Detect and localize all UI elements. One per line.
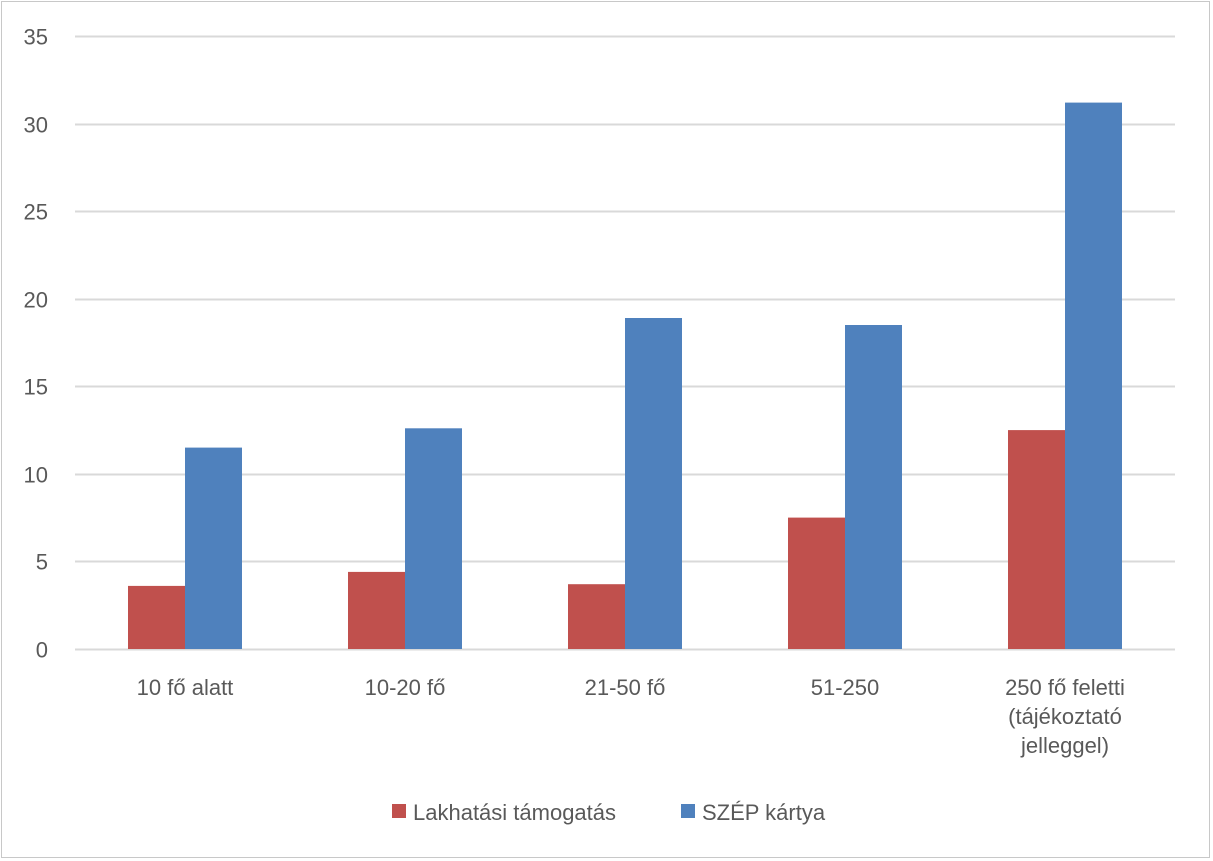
bar-lakhatasi-tamogatas [128,585,185,649]
bars [128,102,1122,650]
y-tick-label: 10 [24,463,48,488]
x-tick-label-line: 250 fő feletti [1005,675,1125,700]
x-tick-label: 21-50 fő [585,675,666,700]
y-tick-label: 5 [36,550,48,575]
gridlines [75,35,1175,651]
x-tick-label-line: (tájékoztató [1008,704,1122,729]
bar-szep-kartya [405,428,462,649]
bar-szep-kartya [1065,102,1122,650]
bar-lakhatasi-tamogatas [788,517,845,649]
y-tick-label: 15 [24,375,48,400]
y-tick-label: 25 [24,200,48,225]
x-axis-tick-labels: 10 fő alatt 10-20 fő 21-50 fő 51-250 250 fő … [137,675,1125,758]
bar-lakhatasi-tamogatas [568,584,625,649]
y-axis-tick-labels: 0 5 10 15 20 25 30 35 [24,25,48,663]
legend-label: SZÉP kártya [702,800,826,825]
x-tick-label-line: 21-50 fő [585,675,666,700]
x-tick-label: 10-20 fő [365,675,446,700]
x-tick-label-line: 10 fő alatt [137,675,234,700]
legend: Lakhatási támogatás SZÉP kártya [392,800,826,825]
x-tick-label: 51-250 [811,675,880,700]
y-tick-label: 30 [24,113,48,138]
y-tick-label: 20 [24,288,48,313]
x-tick-label-line: 10-20 fő [365,675,446,700]
legend-label: Lakhatási támogatás [413,800,616,825]
bar-szep-kartya [845,325,902,649]
legend-swatch [681,804,695,818]
bar-szep-kartya [625,318,682,649]
legend-swatch [392,804,406,818]
x-tick-label: 250 fő feletti (tájékoztató jelleggel) [1005,675,1125,758]
x-tick-label-line: 51-250 [811,675,880,700]
x-tick-label: 10 fő alatt [137,675,234,700]
y-tick-label: 35 [24,25,48,50]
bar-szep-kartya [185,447,242,649]
x-tick-label-line: jelleggel) [1020,733,1109,758]
y-tick-label: 0 [36,638,48,663]
bar-lakhatasi-tamogatas [1008,430,1065,649]
bar-lakhatasi-tamogatas [348,571,405,649]
